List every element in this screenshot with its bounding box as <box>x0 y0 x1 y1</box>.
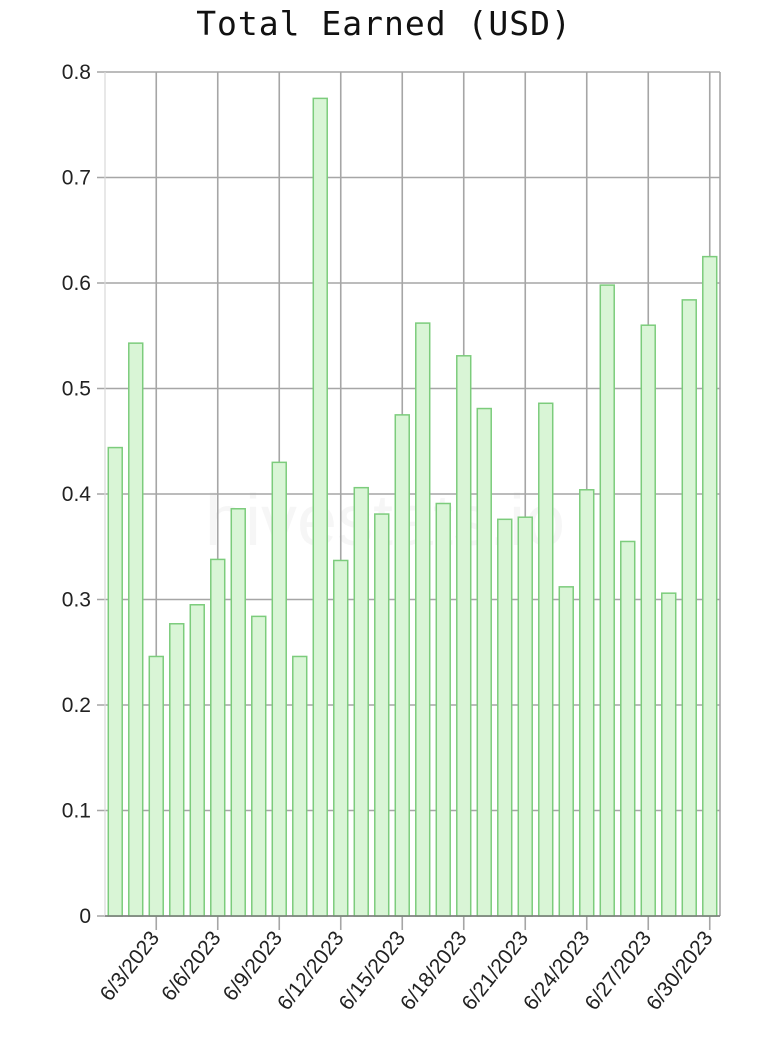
y-tick-label: 0.2 <box>62 694 91 717</box>
bar-6-8-2023 <box>230 508 246 917</box>
bar-6-30-2023 <box>681 299 697 917</box>
bar-6-19-2023 <box>456 355 472 917</box>
x-tick-label: 6/6/2023 <box>157 927 225 1006</box>
bar-6-20-2023 <box>476 407 492 917</box>
x-tick-label: 6/9/2023 <box>219 927 287 1006</box>
bar-6-3-2023 <box>128 342 144 917</box>
bar-6-23-2023 <box>538 402 554 917</box>
bar-6-6-2023 <box>189 604 205 917</box>
axes <box>104 72 720 917</box>
bar-6-16-2023 <box>394 414 410 917</box>
bar-6-7-2023 <box>210 558 226 917</box>
bar-6-29-2023 <box>661 592 677 917</box>
bar-6-26-2023 <box>599 284 615 917</box>
y-tick-label: 0.8 <box>62 61 91 84</box>
bar-6-9-2023 <box>251 615 267 917</box>
bars <box>107 97 718 917</box>
x-axis-ticks: 6/3/20236/6/20236/9/20236/12/20236/15/20… <box>96 927 718 1015</box>
bar-6-15-2023 <box>374 513 390 917</box>
bar-6-13-2023 <box>333 559 349 917</box>
bar-6-18-2023 <box>435 502 451 917</box>
y-tick-label: 0.3 <box>62 589 91 612</box>
y-tick-label: 0.7 <box>62 167 91 190</box>
y-tick-label: 0.6 <box>62 272 91 295</box>
bar-6-4-2023 <box>148 655 164 917</box>
x-tick-label: 6/3/2023 <box>96 927 164 1006</box>
bar-6-11-2023 <box>292 655 308 917</box>
bar-6-28-2023 <box>640 324 656 917</box>
bar-6-12-2023 <box>312 97 328 917</box>
chart-title: Total Earned (USD) <box>196 4 572 43</box>
bar-6-27-2023 <box>620 540 636 917</box>
y-tick-label: 0.4 <box>62 483 92 506</box>
y-tick-label: 0.1 <box>62 800 91 823</box>
bar-6-17-2023 <box>415 322 431 917</box>
y-tick-label: 0 <box>79 905 91 928</box>
bar-6-24-2023 <box>558 586 574 917</box>
bar-6-14-2023 <box>353 486 369 917</box>
y-axis-ticks: 0 0.1 0.2 0.3 0.4 0.5 0.6 0.7 0.8 <box>62 61 92 928</box>
bar-6-25-2023 <box>579 489 595 917</box>
bar-6-22-2023 <box>517 516 533 917</box>
bar-6-2-2023 <box>107 446 123 917</box>
bar-6-10-2023 <box>271 461 287 917</box>
bar-6-21-2023 <box>497 518 513 917</box>
bar-6-5-2023 <box>169 623 185 917</box>
bar-7-1-2023 <box>702 255 718 917</box>
y-tick-label: 0.5 <box>62 378 91 401</box>
